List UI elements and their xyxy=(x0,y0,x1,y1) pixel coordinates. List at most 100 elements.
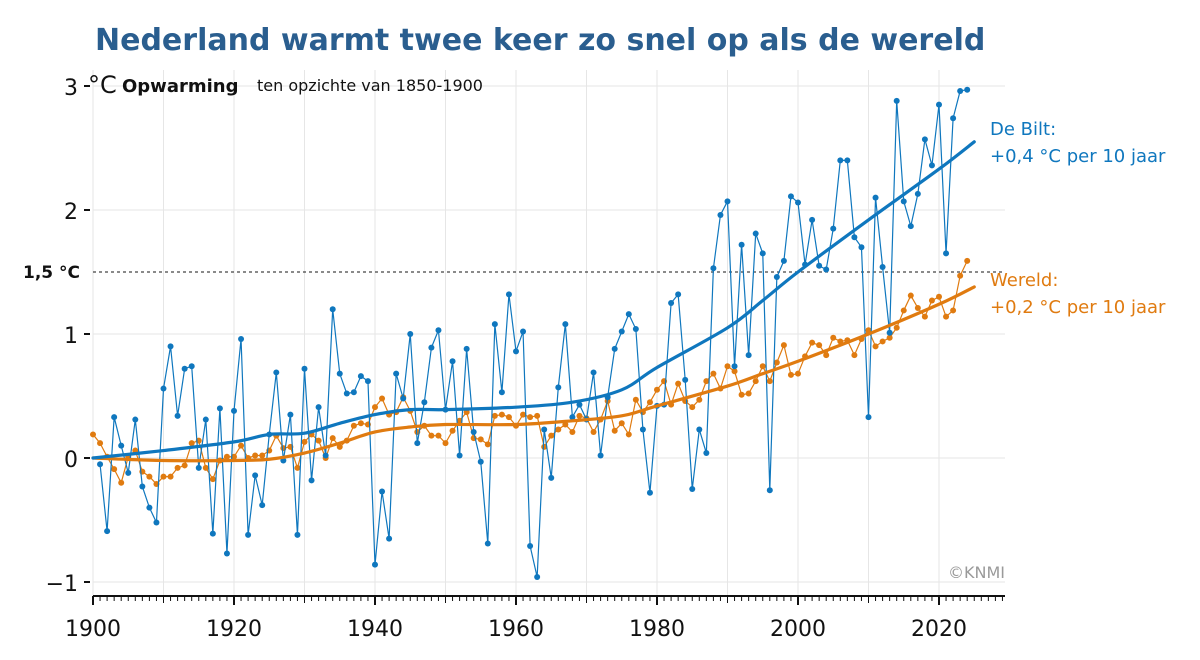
data-point-de-bilt xyxy=(879,264,886,271)
chart-title: Nederland warmt twee keer zo snel op als… xyxy=(95,23,985,58)
data-point-wereld xyxy=(950,307,957,314)
data-point-de-bilt xyxy=(400,395,407,402)
data-point-wereld xyxy=(576,412,583,419)
data-point-wereld xyxy=(231,453,237,460)
data-point-wereld xyxy=(379,395,386,402)
data-point-de-bilt xyxy=(308,477,315,484)
data-point-de-bilt xyxy=(470,428,477,435)
data-point-de-bilt xyxy=(809,216,816,223)
data-point-de-bilt xyxy=(816,262,823,269)
data-point-de-bilt xyxy=(125,469,132,476)
data-point-de-bilt xyxy=(357,373,364,380)
data-point-wereld xyxy=(689,404,696,411)
data-point-de-bilt xyxy=(851,234,858,241)
data-point-de-bilt xyxy=(837,157,844,164)
data-point-de-bilt xyxy=(548,474,555,481)
data-point-de-bilt xyxy=(245,531,252,538)
data-point-de-bilt xyxy=(167,343,174,350)
data-point-wereld xyxy=(209,476,216,483)
data-point-wereld xyxy=(442,440,449,447)
data-point-de-bilt xyxy=(181,365,188,372)
data-point-de-bilt xyxy=(97,461,104,468)
data-point-wereld xyxy=(731,368,738,375)
data-point-wereld xyxy=(886,334,893,341)
data-point-wereld xyxy=(921,313,928,320)
data-point-de-bilt xyxy=(597,452,604,459)
data-point-wereld xyxy=(752,378,759,385)
data-point-wereld xyxy=(569,428,576,435)
data-point-de-bilt xyxy=(252,472,259,479)
credit-label: ©KNMI xyxy=(948,563,1005,582)
data-point-wereld xyxy=(964,257,971,264)
series-wereld xyxy=(90,257,971,488)
data-point-de-bilt xyxy=(844,157,851,164)
data-point-de-bilt xyxy=(724,198,731,205)
data-point-de-bilt xyxy=(407,331,414,337)
data-point-wereld xyxy=(738,391,745,398)
data-point-de-bilt xyxy=(569,414,576,421)
data-point-de-bilt xyxy=(696,426,703,433)
data-point-wereld xyxy=(505,414,512,421)
data-point-de-bilt xyxy=(646,489,653,496)
data-point-wereld xyxy=(90,431,96,438)
data-point-wereld xyxy=(710,370,717,377)
data-point-wereld xyxy=(534,412,541,419)
reference-line-label: 1,5 °C xyxy=(23,263,80,283)
data-point-wereld xyxy=(703,378,710,385)
y-axis-label-bold: Opwarming xyxy=(122,76,238,97)
data-point-de-bilt xyxy=(907,223,914,230)
data-point-de-bilt xyxy=(259,502,266,509)
data-point-de-bilt xyxy=(780,257,787,264)
data-point-de-bilt xyxy=(146,504,153,511)
data-point-de-bilt xyxy=(273,369,280,376)
data-point-de-bilt xyxy=(231,407,237,414)
data-point-wereld xyxy=(484,441,491,448)
data-point-de-bilt xyxy=(153,519,160,526)
y-axis-unit: °C xyxy=(88,71,117,99)
data-point-de-bilt xyxy=(294,531,301,538)
data-point-wereld xyxy=(350,422,357,429)
data-point-wereld xyxy=(900,307,907,314)
series-label-de-bilt-name: De Bilt: xyxy=(990,119,1056,140)
data-point-de-bilt xyxy=(886,329,893,336)
data-point-de-bilt xyxy=(315,404,322,411)
data-point-de-bilt xyxy=(865,414,872,421)
x-tick-label: 2000 xyxy=(770,617,826,642)
series-label-de-bilt-trend: +0,4 °C per 10 jaar xyxy=(990,146,1166,167)
data-point-wereld xyxy=(111,466,118,473)
data-point-de-bilt xyxy=(914,190,921,197)
data-point-de-bilt xyxy=(625,311,632,318)
data-point-de-bilt xyxy=(160,385,167,392)
data-point-de-bilt xyxy=(703,450,710,457)
data-point-wereld xyxy=(809,339,816,346)
data-point-wereld xyxy=(336,443,343,450)
data-point-wereld xyxy=(928,297,935,304)
data-point-wereld xyxy=(618,420,625,427)
data-point-de-bilt xyxy=(632,326,639,333)
data-point-wereld xyxy=(957,272,964,279)
trend-line-de-bilt xyxy=(91,140,976,460)
data-point-wereld xyxy=(745,390,752,397)
data-point-de-bilt xyxy=(111,414,118,421)
data-point-de-bilt xyxy=(590,369,597,376)
data-point-wereld xyxy=(611,427,618,434)
data-point-wereld xyxy=(555,426,562,433)
data-point-wereld xyxy=(787,371,794,378)
x-tick-label: 1980 xyxy=(629,617,685,642)
data-point-de-bilt xyxy=(449,358,456,365)
y-tick-label: −1 xyxy=(46,572,78,597)
data-point-wereld xyxy=(329,435,336,442)
data-point-de-bilt xyxy=(936,101,942,108)
data-point-de-bilt xyxy=(350,389,357,396)
data-point-de-bilt xyxy=(893,97,900,104)
data-point-de-bilt xyxy=(287,411,294,418)
series-label-wereld-trend: +0,2 °C per 10 jaar xyxy=(990,297,1166,318)
data-point-wereld xyxy=(780,342,787,349)
data-point-wereld xyxy=(372,404,378,411)
data-point-wereld xyxy=(675,380,682,387)
data-point-de-bilt xyxy=(745,352,752,359)
data-point-wereld xyxy=(301,438,308,445)
data-point-de-bilt xyxy=(668,300,675,306)
y-tick-label: 3 xyxy=(64,76,78,101)
data-point-de-bilt xyxy=(329,306,336,313)
